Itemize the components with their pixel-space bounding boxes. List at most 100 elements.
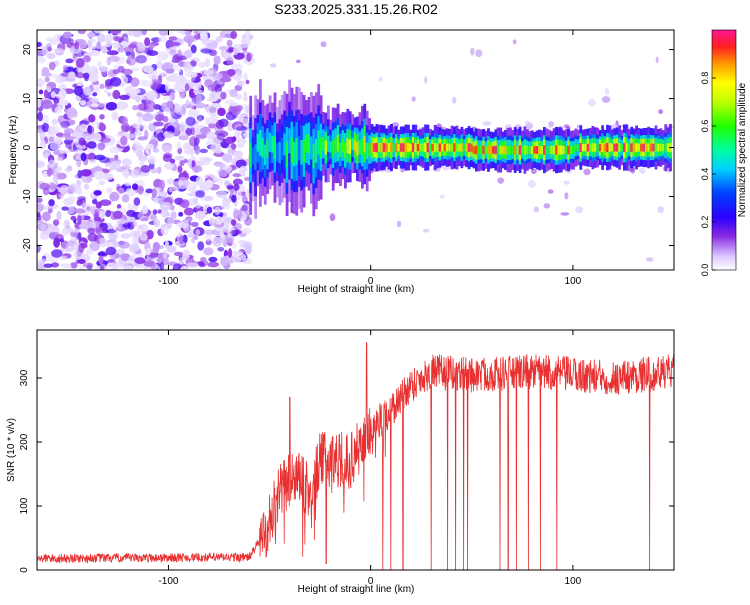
- noise-cell: [162, 249, 168, 260]
- signal-cell: [523, 145, 527, 155]
- noise-cell: [79, 120, 90, 126]
- noise-cell: [115, 249, 126, 255]
- noise-cell: [195, 134, 207, 139]
- noise-cell: [73, 228, 80, 233]
- signal-cell: [382, 143, 386, 153]
- noise-cell: [191, 71, 198, 78]
- y-tick-label: -10: [22, 189, 33, 204]
- noise-cell: [179, 159, 185, 167]
- noise-cell: [223, 30, 233, 35]
- noise-cell: [193, 137, 200, 145]
- noise-cell: [182, 170, 188, 179]
- noise-cell: [98, 66, 108, 72]
- signal-halo-cell: [658, 109, 663, 115]
- noise-cell: [144, 130, 149, 140]
- signal-cell: [380, 142, 384, 153]
- signal-cell: [661, 144, 665, 152]
- noise-cell: [162, 95, 172, 101]
- noise-cell: [62, 31, 72, 39]
- noise-cell: [73, 242, 78, 250]
- noise-cell: [132, 88, 138, 97]
- noise-cell: [81, 174, 92, 184]
- noise-cell: [204, 58, 210, 68]
- noise-cell: [87, 32, 96, 38]
- noise-cell: [74, 41, 80, 50]
- signal-halo-cell: [543, 203, 551, 209]
- noise-cell: [150, 214, 157, 221]
- signal-halo-cell: [400, 167, 405, 173]
- signal-cell: [489, 146, 493, 154]
- noise-cell: [146, 143, 155, 150]
- signal-halo-cell: [587, 98, 596, 107]
- signal-cell: [455, 143, 459, 153]
- noise-cell: [232, 173, 242, 178]
- colorbar: 0.0 0.2 0.4 0.6 0.8 Normalized spectral ampl…: [700, 29, 748, 276]
- noise-cell: [241, 194, 248, 204]
- y-tick-label: -20: [22, 238, 33, 253]
- noise-cell: [58, 149, 71, 154]
- signal-cell: [647, 143, 651, 152]
- noise-cell: [231, 63, 243, 71]
- noise-cell: [188, 100, 195, 110]
- noise-cell: [242, 132, 252, 138]
- noise-cell: [56, 210, 62, 221]
- noise-cell: [53, 237, 60, 248]
- signal-cell: [664, 142, 668, 153]
- noise-cell: [109, 191, 120, 202]
- noise-cell: [156, 51, 169, 61]
- signal-cell: [666, 143, 670, 152]
- snr-series-line: [37, 342, 674, 570]
- signal-cell: [404, 142, 408, 153]
- signal-cell: [290, 137, 294, 164]
- noise-cell: [41, 67, 50, 77]
- noise-cell: [124, 125, 129, 132]
- noise-cell: [158, 245, 164, 250]
- noise-cell: [246, 53, 252, 62]
- signal-cell: [310, 136, 313, 160]
- signal-cell: [550, 146, 553, 154]
- signal-halo-cell: [560, 212, 570, 216]
- signal-cell: [467, 143, 471, 152]
- y-tick-label: 100: [19, 497, 30, 514]
- signal-halo-cell: [531, 168, 537, 175]
- noise-cell: [184, 79, 192, 85]
- signal-cell: [567, 145, 570, 155]
- noise-cell: [190, 221, 199, 228]
- noise-cell: [112, 210, 123, 219]
- noise-cell: [49, 38, 60, 45]
- noise-cell: [192, 89, 203, 95]
- noise-cell: [176, 141, 182, 150]
- signal-cell: [547, 145, 551, 155]
- noise-cell: [79, 220, 92, 230]
- noise-cell: [177, 49, 182, 57]
- noise-cell: [117, 220, 123, 230]
- signal-halo-cell: [548, 121, 553, 129]
- signal-cell: [271, 135, 274, 153]
- noise-cell: [121, 158, 132, 167]
- noise-cell: [43, 263, 53, 268]
- noise-cell: [185, 116, 196, 127]
- noise-cell: [174, 155, 185, 161]
- noise-cell: [37, 111, 43, 122]
- noise-cell: [39, 139, 47, 150]
- noise-cell: [186, 262, 199, 268]
- noise-cell: [85, 248, 94, 255]
- noise-cell: [214, 84, 222, 94]
- noise-cell: [148, 252, 158, 258]
- noise-cell: [61, 228, 71, 237]
- x-tick-label: 0: [368, 276, 374, 287]
- noise-cell: [220, 256, 229, 266]
- noise-cell: [84, 76, 89, 82]
- noise-cell: [86, 125, 95, 135]
- noise-cell: [120, 41, 129, 46]
- signal-cell: [302, 139, 306, 163]
- signal-cell: [623, 142, 626, 153]
- signal-cell: [484, 146, 488, 154]
- signal-cell: [300, 140, 304, 165]
- signal-halo-cell: [411, 96, 416, 102]
- noise-cell: [121, 255, 129, 262]
- signal-cell: [620, 143, 624, 152]
- signal-cell: [496, 145, 500, 155]
